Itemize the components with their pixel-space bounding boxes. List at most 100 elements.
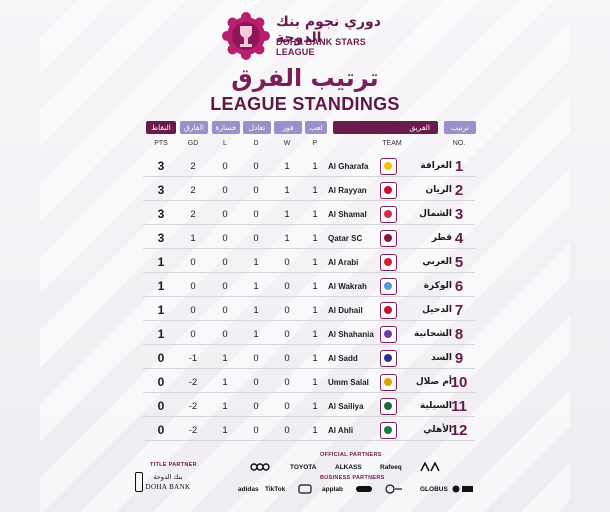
table-row: 0 -1 1 0 0 1 Al Sadd السد 9 xyxy=(143,348,475,369)
cell-p: 1 xyxy=(312,209,318,220)
team-name-arabic: السيلية xyxy=(419,401,452,411)
partner-toyota: TOYOTA xyxy=(290,464,317,471)
cell-l: 0 xyxy=(222,305,228,316)
cell-gd: 2 xyxy=(190,209,196,220)
cell-w: 1 xyxy=(284,161,290,172)
official-partners-label: OFFICIAL PARTNERS xyxy=(320,452,382,458)
cell-p: 1 xyxy=(312,257,318,268)
partner-adidas: adidas xyxy=(238,486,259,493)
cell-d: 0 xyxy=(253,377,259,388)
table-row: 3 2 0 0 1 1 Al Shamal الشمال 3 xyxy=(143,204,475,225)
team-position: 7 xyxy=(454,302,464,319)
team-position: 6 xyxy=(454,278,464,295)
colhead-team: TEAM xyxy=(382,140,402,147)
team-name-arabic: أم صلال xyxy=(415,377,452,387)
partner-logo-sport-icon xyxy=(298,484,312,496)
team-name-english: Al Shahania xyxy=(328,330,374,339)
team-name-arabic: الدحيل xyxy=(422,305,452,315)
page-title-english: LEAGUE STANDINGS xyxy=(210,94,400,114)
league-name-english: DOHA BANK STARS LEAGUE xyxy=(276,37,366,57)
cell-w: 0 xyxy=(284,425,290,436)
cell-w: 0 xyxy=(284,305,290,316)
cell-p: 1 xyxy=(312,401,318,412)
cell-w: 0 xyxy=(284,401,290,412)
team-crest-icon xyxy=(380,230,397,247)
colhead-p: P xyxy=(312,140,318,147)
cell-w: 1 xyxy=(284,209,290,220)
cell-pts: 3 xyxy=(157,207,165,221)
cell-p: 1 xyxy=(312,377,318,388)
team-position: 1 xyxy=(454,158,464,175)
table-row: 3 2 0 0 1 1 Al Gharafa الغرافة 1 xyxy=(143,156,475,177)
team-name-english: Al Duhail xyxy=(328,306,363,315)
header-p-arabic: لعب xyxy=(305,121,327,134)
team-crest-icon xyxy=(380,278,397,295)
colhead-w: W xyxy=(283,140,291,147)
team-name-arabic: السد xyxy=(431,353,452,363)
table-row: 0 -2 1 0 0 1 Al Ahli الأهلي 12 xyxy=(143,420,475,441)
cell-w: 0 xyxy=(284,377,290,388)
table-row: 3 2 0 0 1 1 Al Rayyan الريان 2 xyxy=(143,180,475,201)
team-position: 2 xyxy=(454,182,464,199)
team-crest-icon xyxy=(380,158,397,175)
cell-gd: 0 xyxy=(190,281,196,292)
cell-l: 0 xyxy=(222,281,228,292)
league-name-arabic: دوري نجوم بنك الدوحة xyxy=(276,14,381,46)
cell-l: 1 xyxy=(222,353,228,364)
team-name-arabic: الشحانية xyxy=(414,329,452,339)
cell-gd: 2 xyxy=(190,185,196,196)
cell-p: 1 xyxy=(312,353,318,364)
team-crest-icon xyxy=(380,374,397,391)
header-team-arabic: الفريق xyxy=(333,121,438,134)
table-row: 3 1 0 0 1 1 Qatar SC قطر 4 xyxy=(143,228,475,249)
business-partners-label: BUSINESS PARTNERS xyxy=(320,475,385,481)
team-position: 9 xyxy=(454,350,464,367)
colhead-no: NO. xyxy=(452,140,466,147)
cell-pts: 3 xyxy=(157,159,165,173)
page-title-arabic: ترتيب الفرق xyxy=(231,64,379,92)
cell-w: 0 xyxy=(284,329,290,340)
title-partner-label: TITLE PARTNER xyxy=(150,462,197,468)
cell-gd: -2 xyxy=(188,425,198,436)
partner-logo-mall-icon xyxy=(385,484,403,496)
partner-logo-generic-icon xyxy=(420,461,442,474)
title-partner-arabic: بنك الدوحة xyxy=(153,473,183,481)
team-position: 8 xyxy=(454,326,464,343)
doha-bank-logo-icon xyxy=(135,472,143,492)
cell-d: 0 xyxy=(253,425,259,436)
partner-applab: applab xyxy=(322,486,343,493)
cell-d: 0 xyxy=(253,209,259,220)
cell-p: 1 xyxy=(312,329,318,340)
team-name-english: Al Sailiya xyxy=(328,402,364,411)
cell-w: 0 xyxy=(284,257,290,268)
team-name-english: Al Gharafa xyxy=(328,162,369,171)
partner-rafeeq: Rafeeq xyxy=(380,464,402,471)
table-row: 1 0 0 1 0 1 Al Wakrah الوكرة 6 xyxy=(143,276,475,297)
cell-gd: 0 xyxy=(190,305,196,316)
table-row: 1 0 0 1 0 1 Al Shahania الشحانية 8 xyxy=(143,324,475,345)
cell-w: 0 xyxy=(284,281,290,292)
cell-d: 0 xyxy=(253,353,259,364)
cell-p: 1 xyxy=(312,281,318,292)
team-name-arabic: الريان xyxy=(425,185,452,195)
cell-w: 0 xyxy=(284,353,290,364)
cell-l: 1 xyxy=(222,377,228,388)
partner-logo-brand-icon xyxy=(452,484,474,496)
header-l-arabic: خسارة xyxy=(212,121,240,134)
cell-d: 0 xyxy=(253,185,259,196)
cell-l: 0 xyxy=(222,329,228,340)
header-gd-arabic: الفارق xyxy=(180,121,208,134)
cell-p: 1 xyxy=(312,185,318,196)
background-pattern xyxy=(40,0,570,512)
league-logo-icon xyxy=(222,12,270,60)
team-position: 11 xyxy=(451,398,467,415)
cell-l: 0 xyxy=(222,233,228,244)
cell-gd: 1 xyxy=(190,233,196,244)
cell-d: 1 xyxy=(253,305,259,316)
team-position: 4 xyxy=(454,230,464,247)
table-row: 1 0 0 1 0 1 Al Arabi العربي 5 xyxy=(143,252,475,273)
team-position: 12 xyxy=(450,422,468,439)
partner-logo-store-icon xyxy=(355,484,373,496)
cell-l: 0 xyxy=(222,209,228,220)
